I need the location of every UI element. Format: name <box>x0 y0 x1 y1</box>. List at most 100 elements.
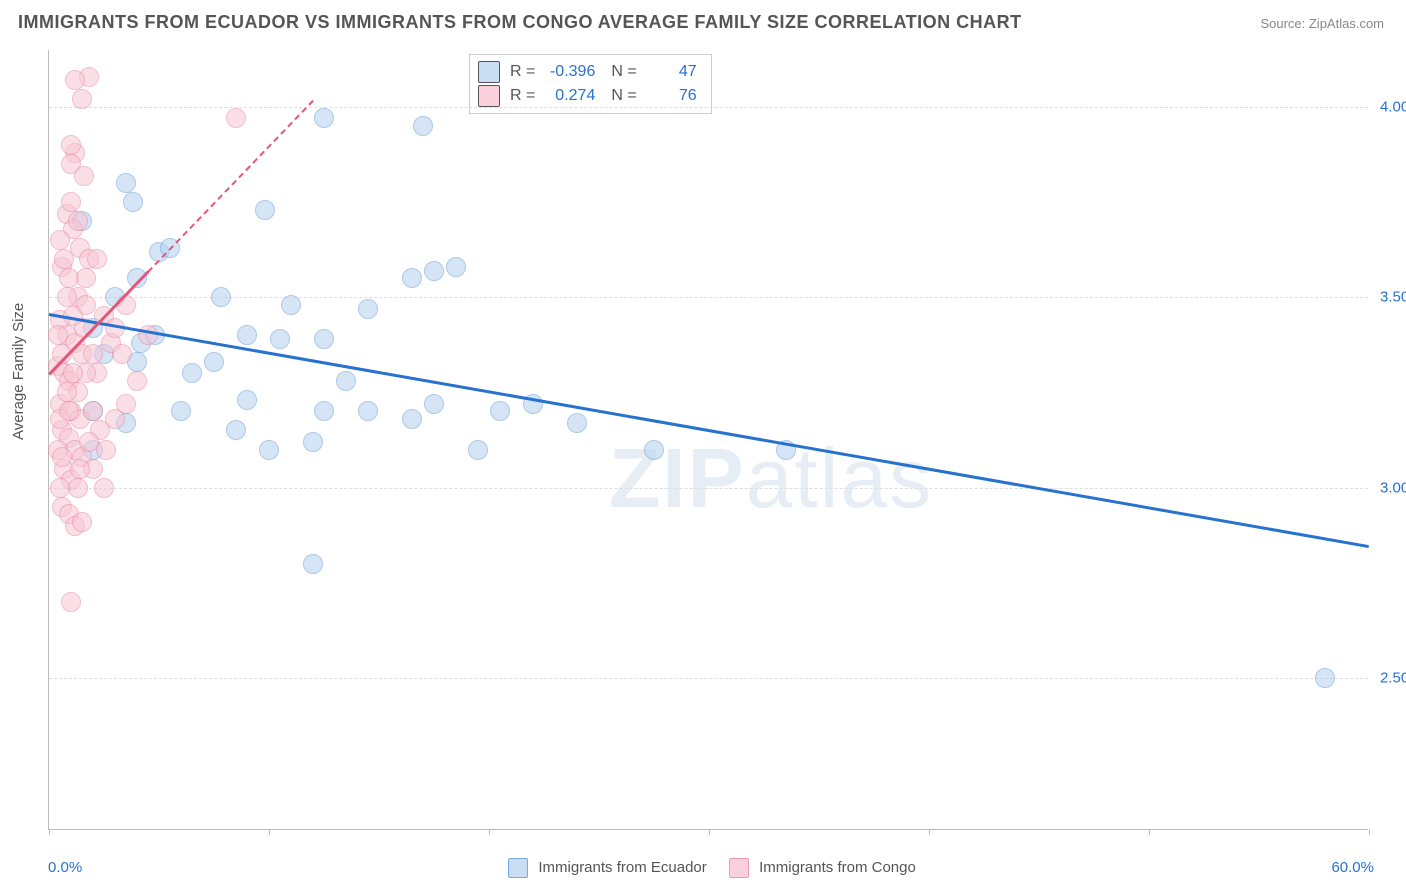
scatter-point <box>94 478 114 498</box>
scatter-point <box>68 478 88 498</box>
scatter-point <box>61 135 81 155</box>
scatter-point <box>65 70 85 90</box>
scatter-point <box>490 401 510 421</box>
x-tick <box>489 829 490 835</box>
scatter-point <box>61 192 81 212</box>
scatter-point <box>468 440 488 460</box>
scatter-point <box>211 287 231 307</box>
gridline <box>49 107 1368 108</box>
scatter-point <box>83 401 103 421</box>
scatter-point <box>237 325 257 345</box>
correlation-legend: R = -0.396 N = 47 R = 0.274 N = 76 <box>469 54 712 114</box>
gridline <box>49 488 1368 489</box>
legend-swatch-pink <box>478 85 500 107</box>
y-tick-label: 4.00 <box>1380 99 1406 116</box>
scatter-point <box>204 352 224 372</box>
scatter-point <box>226 108 246 128</box>
scatter-point <box>48 325 68 345</box>
scatter-point <box>446 257 466 277</box>
scatter-point <box>54 249 74 269</box>
scatter-point <box>358 401 378 421</box>
scatter-point <box>112 344 132 364</box>
scatter-point <box>314 108 334 128</box>
legend-row-ecuador: R = -0.396 N = 47 <box>478 61 697 83</box>
scatter-point <box>567 413 587 433</box>
scatter-point <box>127 268 147 288</box>
chart-plot-area: ZIPatlas R = -0.396 N = 47 R = 0.274 N =… <box>48 50 1368 830</box>
gridline <box>49 297 1368 298</box>
scatter-point <box>270 329 290 349</box>
series-swatch-ecuador <box>508 858 528 878</box>
legend-n-label: N = <box>611 63 636 81</box>
scatter-point <box>402 409 422 429</box>
legend-n-value-congo: 76 <box>641 87 697 105</box>
series-label-congo: Immigrants from Congo <box>759 859 916 876</box>
scatter-point <box>336 371 356 391</box>
scatter-point <box>50 230 70 250</box>
scatter-point <box>116 394 136 414</box>
scatter-point <box>303 432 323 452</box>
scatter-point <box>182 363 202 383</box>
scatter-point <box>52 447 72 467</box>
scatter-point <box>57 382 77 402</box>
x-tick <box>929 829 930 835</box>
y-tick-label: 2.50 <box>1380 669 1406 686</box>
scatter-point <box>123 192 143 212</box>
scatter-point <box>83 344 103 364</box>
scatter-point <box>68 211 88 231</box>
series-swatch-congo <box>729 858 749 878</box>
watermark-bold: ZIP <box>609 431 746 525</box>
scatter-point <box>116 173 136 193</box>
scatter-point <box>72 512 92 532</box>
scatter-point <box>424 261 444 281</box>
scatter-point <box>171 401 191 421</box>
scatter-point <box>63 363 83 383</box>
scatter-point <box>70 459 90 479</box>
legend-row-congo: R = 0.274 N = 76 <box>478 85 697 107</box>
legend-r-value-congo: 0.274 <box>539 87 595 105</box>
scatter-point <box>413 116 433 136</box>
watermark-light: atlas <box>746 431 933 525</box>
legend-r-label: R = <box>510 63 535 81</box>
series-label-ecuador: Immigrants from Ecuador <box>538 859 706 876</box>
x-tick <box>49 829 50 835</box>
x-tick <box>1369 829 1370 835</box>
scatter-point <box>424 394 444 414</box>
scatter-point <box>127 371 147 391</box>
scatter-point <box>644 440 664 460</box>
scatter-point <box>226 420 246 440</box>
scatter-point <box>281 295 301 315</box>
scatter-point <box>314 401 334 421</box>
scatter-point <box>50 478 70 498</box>
scatter-point <box>259 440 279 460</box>
chart-title: IMMIGRANTS FROM ECUADOR VS IMMIGRANTS FR… <box>18 12 1022 33</box>
x-tick <box>1149 829 1150 835</box>
y-tick-label: 3.00 <box>1380 479 1406 496</box>
scatter-point <box>74 166 94 186</box>
scatter-point <box>303 554 323 574</box>
gridline <box>49 678 1368 679</box>
scatter-point <box>402 268 422 288</box>
source-label: Source: ZipAtlas.com <box>1260 16 1384 31</box>
scatter-point <box>314 329 334 349</box>
scatter-point <box>59 401 79 421</box>
legend-n-value-ecuador: 47 <box>641 63 697 81</box>
scatter-point <box>87 249 107 269</box>
scatter-point <box>61 592 81 612</box>
scatter-point <box>96 440 116 460</box>
x-tick <box>709 829 710 835</box>
scatter-point <box>255 200 275 220</box>
scatter-point <box>76 268 96 288</box>
scatter-point <box>72 89 92 109</box>
series-legend: Immigrants from Ecuador Immigrants from … <box>0 858 1406 878</box>
scatter-point <box>1315 668 1335 688</box>
legend-swatch-blue <box>478 61 500 83</box>
trend-line-ecuador <box>49 313 1369 548</box>
scatter-point <box>237 390 257 410</box>
x-tick <box>269 829 270 835</box>
scatter-point <box>57 287 77 307</box>
legend-n-label: N = <box>611 87 636 105</box>
y-axis-label: Average Family Size <box>10 303 27 440</box>
scatter-point <box>79 432 99 452</box>
y-tick-label: 3.50 <box>1380 289 1406 306</box>
